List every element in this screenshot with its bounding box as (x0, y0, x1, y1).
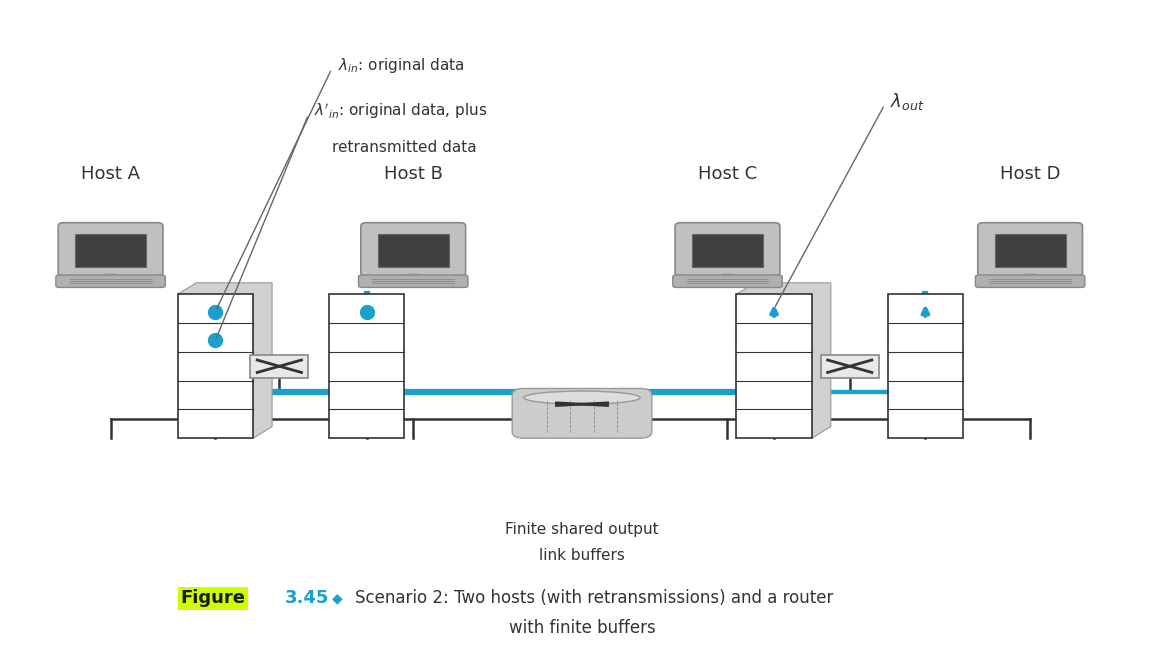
Polygon shape (177, 283, 272, 438)
Bar (328, 294, 404, 438)
Polygon shape (736, 283, 831, 438)
Text: $\lambda_{out}$: $\lambda_{out}$ (890, 91, 925, 112)
Text: retransmitted data: retransmitted data (332, 140, 476, 154)
Text: Host B: Host B (384, 165, 442, 183)
Bar (995, 234, 1065, 267)
FancyBboxPatch shape (56, 275, 165, 288)
Ellipse shape (524, 391, 640, 404)
Bar (105, 273, 116, 285)
Bar (1024, 273, 1036, 285)
Bar (693, 234, 762, 267)
Text: Host D: Host D (1000, 165, 1060, 183)
FancyBboxPatch shape (675, 222, 780, 276)
Ellipse shape (524, 412, 640, 425)
Text: $\lambda_{in}$: original data: $\lambda_{in}$: original data (338, 56, 464, 75)
Text: Scenario 2: Two hosts (with retransmissions) and a router: Scenario 2: Two hosts (with retransmissi… (355, 589, 833, 608)
Text: ◆: ◆ (332, 591, 342, 606)
Text: link buffers: link buffers (539, 549, 625, 563)
Text: Host A: Host A (81, 165, 140, 183)
FancyBboxPatch shape (58, 222, 163, 276)
FancyBboxPatch shape (673, 275, 782, 288)
Text: Host C: Host C (698, 165, 757, 183)
Bar (250, 354, 308, 378)
Bar (736, 294, 811, 438)
FancyBboxPatch shape (359, 275, 468, 288)
Text: Finite shared output: Finite shared output (505, 523, 659, 537)
Text: $\lambda'_{in}$: original data, plus: $\lambda'_{in}$: original data, plus (314, 101, 488, 121)
Bar (887, 294, 964, 438)
FancyBboxPatch shape (512, 388, 652, 438)
FancyBboxPatch shape (975, 275, 1085, 288)
Bar (722, 273, 733, 285)
Bar (177, 294, 253, 438)
Bar (821, 354, 879, 378)
Bar (407, 273, 419, 285)
Bar (76, 234, 146, 267)
Text: 3.45: 3.45 (285, 589, 329, 608)
Text: with finite buffers: with finite buffers (509, 619, 655, 637)
FancyBboxPatch shape (361, 222, 466, 276)
FancyBboxPatch shape (978, 222, 1083, 276)
Text: Figure: Figure (180, 589, 246, 608)
Bar (378, 234, 448, 267)
